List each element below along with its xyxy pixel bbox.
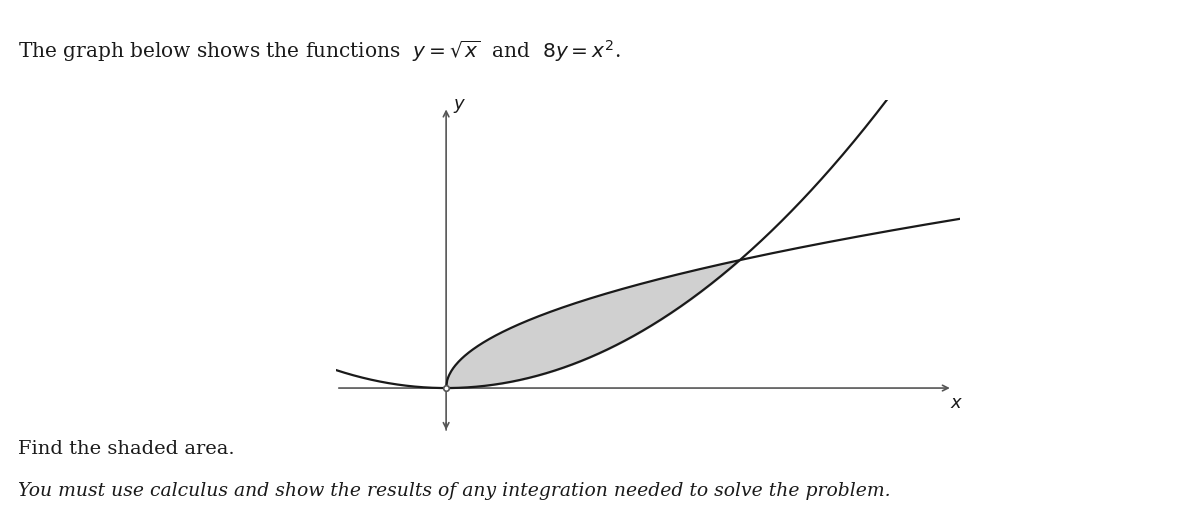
Text: $x$: $x$ [949, 393, 962, 411]
Text: You must use calculus and show the results of any integration needed to solve th: You must use calculus and show the resul… [18, 481, 890, 499]
Text: The graph below shows the functions  $y = \sqrt{x}$  and  $8y = x^2$.: The graph below shows the functions $y =… [18, 38, 620, 64]
Text: $y$: $y$ [452, 97, 466, 115]
Text: Find the shaded area.: Find the shaded area. [18, 439, 235, 457]
